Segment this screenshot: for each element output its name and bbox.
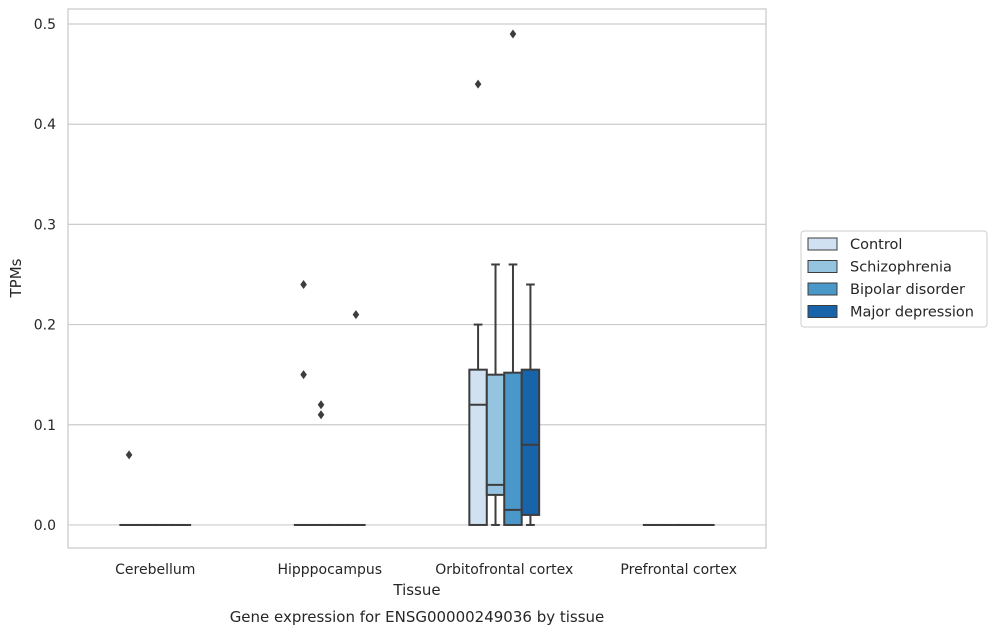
series-bipolar-disorder [154,29,698,526]
box-body [485,373,506,496]
legend-swatch [807,260,838,273]
legend-swatch [807,305,838,318]
y-axis-ticks: 0.0 0.1 0.2 0.3 0.4 0.5 [34,17,56,534]
box [503,29,523,526]
outlier-point [125,450,133,460]
legend-label: Control [850,237,902,253]
chart-caption: Gene expression for ENSG00000249036 by t… [230,608,605,626]
plot-frame [67,8,767,549]
outlier-point [317,410,325,420]
box [311,400,331,526]
y-tick-label: 0.4 [34,117,56,133]
box [346,310,366,526]
outlier-point [317,400,325,410]
series-control [119,79,663,526]
y-tick-label: 0.0 [34,518,56,534]
box [119,450,139,526]
legend-swatch [807,237,838,251]
legend: Control Schizophrenia Bipolar disorder Majo… [800,230,988,328]
legend-label: Schizophrenia [850,260,952,276]
outlier-point [300,370,307,380]
legend-frame [800,230,988,328]
x-tick-label: Hipppocampus [277,562,382,578]
box-body [503,371,523,526]
box-body [520,368,541,516]
outlier-point [474,79,482,89]
box-body [468,368,488,526]
y-axis-label: TPMs [7,258,25,298]
box-series [119,29,715,526]
x-tick-label: Cerebellum [115,562,195,578]
box [293,280,314,526]
gridlines [68,23,766,526]
y-tick-label: 0.3 [34,217,56,233]
legend-label: Bipolar disorder [850,282,965,298]
x-tick-label: Prefrontal cortex [620,562,737,578]
box [468,79,488,526]
box [485,263,506,526]
series-schizophrenia [136,263,680,526]
y-tick-label: 0.2 [34,318,56,334]
box [520,283,541,526]
x-axis-label: Tissue [392,581,440,599]
y-tick-label: 0.1 [34,418,56,434]
legend-label: Major depression [850,305,974,321]
y-tick-label: 0.5 [34,17,56,33]
legend-swatch [807,282,838,296]
outlier-point [509,29,517,39]
series-major-depression [171,283,715,526]
x-axis-ticks: Cerebellum Hipppocampus Orbitofrontal cort… [115,562,737,578]
outlier-point [300,280,307,290]
outlier-point [352,310,360,320]
x-tick-label: Orbitofrontal cortex [435,562,573,578]
